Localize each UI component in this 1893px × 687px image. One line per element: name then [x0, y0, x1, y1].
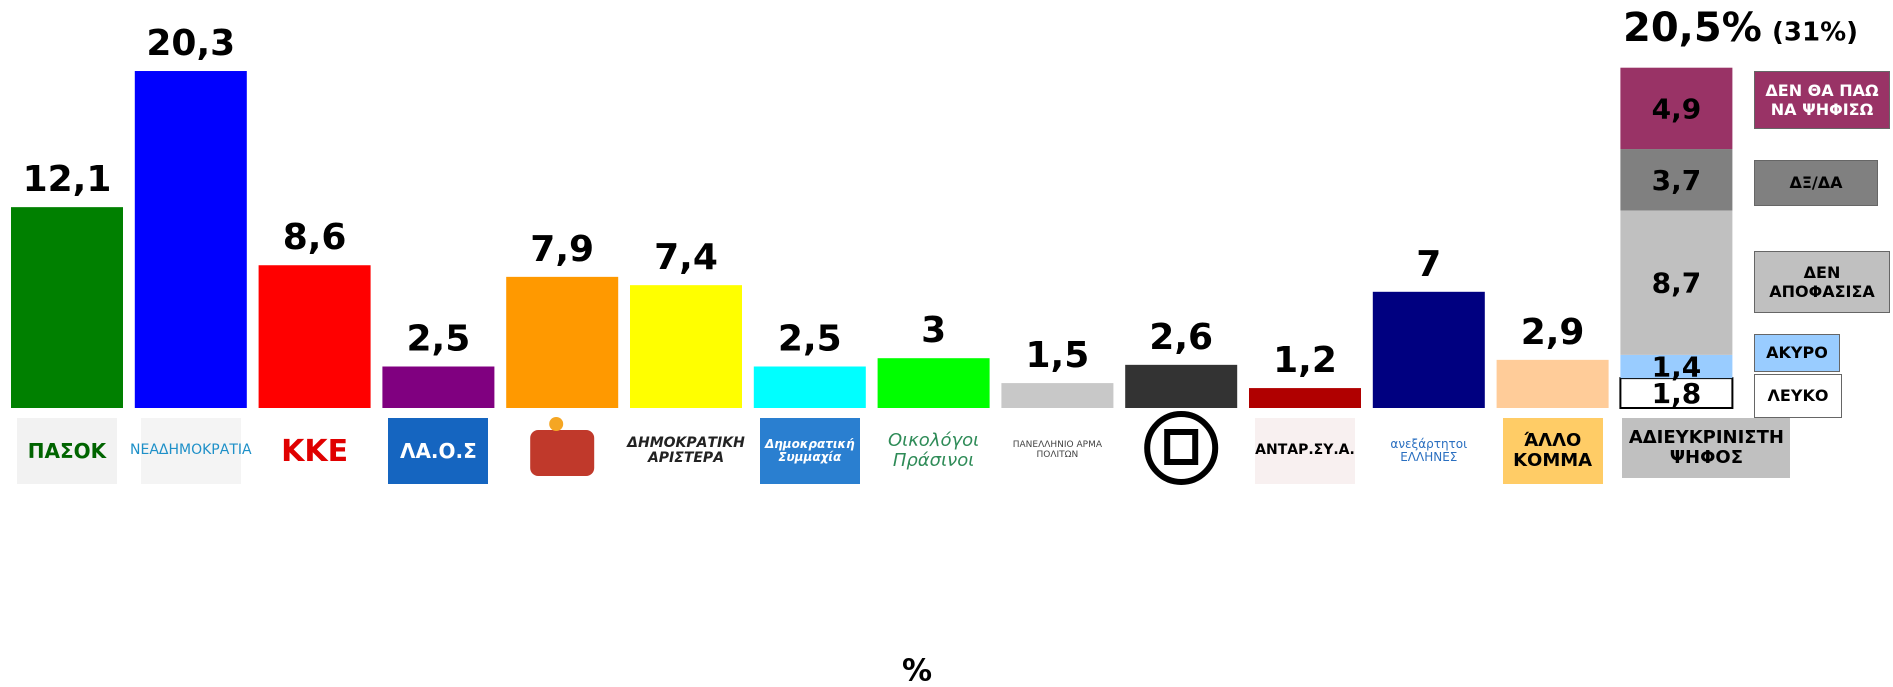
segment-label: 1,8	[1652, 377, 1702, 410]
share-label: (31%)	[1772, 18, 1858, 48]
value-label: 20,3	[146, 23, 235, 64]
segment-label: 1,4	[1652, 351, 1702, 384]
party-logo: ΠΑΝΕΛΛΗΝΙΟ ΑΡΜΑ ΠΟΛΙΤΩΝ	[1007, 418, 1108, 484]
value-label: 8,6	[283, 217, 347, 258]
value-label: 1,5	[1026, 335, 1090, 376]
party-logo: ΚΚΕ	[264, 418, 365, 484]
bar	[134, 71, 247, 409]
value-label: 7	[1416, 244, 1441, 285]
bar	[1001, 383, 1114, 408]
segment-label: 4,9	[1652, 92, 1702, 125]
value-label: 2,9	[1521, 312, 1585, 353]
bar-segment	[1620, 354, 1733, 379]
value-label: 2,5	[407, 319, 471, 360]
legend-entry: ΔΕΝ ΘΑ ΠΑΩ ΝΑ ΨΗΦΙΣΩ	[1754, 71, 1890, 129]
bar-segment	[1620, 149, 1733, 211]
value-label: 3	[921, 310, 946, 351]
bar	[1125, 364, 1238, 408]
segment-label: 8,7	[1652, 267, 1702, 300]
party-logo: ΠΑΣΟΚ	[17, 418, 117, 484]
party-logo: Δημοκρατική Συμμαχία	[759, 418, 860, 484]
bar	[753, 366, 866, 408]
logo-shape	[1144, 411, 1219, 485]
party-logo: ΑΝΤΑΡ.ΣΥ.Α.	[1255, 418, 1355, 484]
logo-shape	[530, 430, 595, 476]
party-logo: ΆΛΛΟ ΚΟΜΜΑ	[1502, 418, 1603, 484]
x-axis-label: %	[902, 654, 932, 687]
party-logo: ΔΗΜΟΚΡΑΤΙΚΗ ΑΡΙΣΤΕΡΑ	[627, 418, 745, 484]
bar	[506, 276, 619, 408]
total-label: 20,5%	[1623, 5, 1762, 51]
value-label: 2,5	[778, 319, 842, 360]
value-label: 7,4	[654, 237, 718, 278]
party-logo: ΝΕΑΔΗΜΟΚΡΑΤΙΑ	[130, 418, 252, 484]
bar	[382, 366, 495, 408]
category-label: ΑΔΙΕΥΚΡΙΝΙΣΤΗ ΨΗΦΟΣ	[1622, 418, 1791, 478]
segment-label: 3,7	[1652, 164, 1702, 197]
bar-segment	[1620, 67, 1733, 150]
value-label: 7,9	[530, 229, 594, 270]
legend-entry: ΛΕΥΚΟ	[1754, 374, 1842, 418]
value-label: 1,2	[1273, 340, 1337, 381]
legend-entry: ΔΞ/ΔΑ	[1754, 160, 1878, 206]
bar	[11, 207, 123, 408]
value-label: 2,6	[1149, 317, 1213, 358]
bar-segment	[1620, 210, 1733, 355]
bar	[258, 265, 371, 408]
logo-shape	[549, 417, 564, 431]
value-label: 12,1	[23, 159, 112, 200]
bar	[630, 285, 742, 408]
logo-shape	[1164, 429, 1199, 465]
bar	[1496, 359, 1609, 408]
legend-entry: ΔΕΝ ΑΠΟΦΑΣΙΣΑ	[1754, 251, 1890, 313]
bar	[1249, 388, 1361, 408]
bar-segment	[1619, 377, 1734, 409]
bar	[877, 358, 990, 408]
bar	[1372, 291, 1485, 408]
party-logo: Οικολόγοι Πράσινοι	[883, 418, 984, 484]
party-logo: ανεξάρτητοι ΕΛΛΗΝΕΣ	[1378, 418, 1479, 484]
legend-entry: ΑΚΥΡΟ	[1754, 334, 1840, 372]
party-logo: ΛΑ.Ο.Σ	[388, 418, 489, 484]
